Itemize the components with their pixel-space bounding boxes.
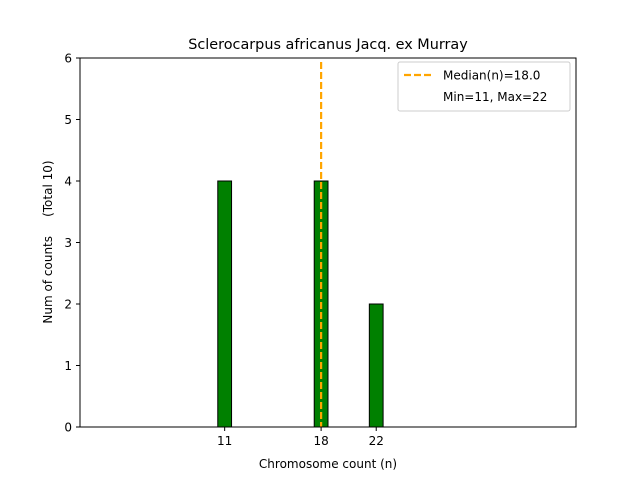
chart-title: Sclerocarpus africanus Jacq. ex Murray xyxy=(188,37,468,53)
bar-11 xyxy=(217,180,233,428)
legend-box xyxy=(397,61,571,112)
y-ticks-group: 0 1 2 3 4 5 6 xyxy=(64,52,80,435)
bar-22 xyxy=(368,303,384,428)
y-tick-label-4: 4 xyxy=(64,175,72,189)
x-tick-label-22: 22 xyxy=(369,434,384,448)
legend-median-label: Median(n)=18.0 xyxy=(443,69,540,83)
bars-group xyxy=(217,180,384,428)
y-axis-label: Num of counts (Total 10) xyxy=(41,160,55,323)
y-tick-label-6: 6 xyxy=(64,52,72,66)
x-ticks-group: 11 18 22 xyxy=(217,427,384,448)
legend-range-label: Min=11, Max=22 xyxy=(443,90,547,104)
x-axis-label: Chromosome count (n) xyxy=(259,457,397,471)
x-tick-label-18: 18 xyxy=(313,434,328,448)
x-tick-label-11: 11 xyxy=(217,434,232,448)
y-tick-label-2: 2 xyxy=(64,298,72,312)
y-tick-label-3: 3 xyxy=(64,236,72,250)
y-tick-label-5: 5 xyxy=(64,113,72,127)
y-tick-label-0: 0 xyxy=(64,421,72,435)
y-tick-label-1: 1 xyxy=(64,359,72,373)
legend: Median(n)=18.0 Min=11, Max=22 xyxy=(397,61,571,112)
